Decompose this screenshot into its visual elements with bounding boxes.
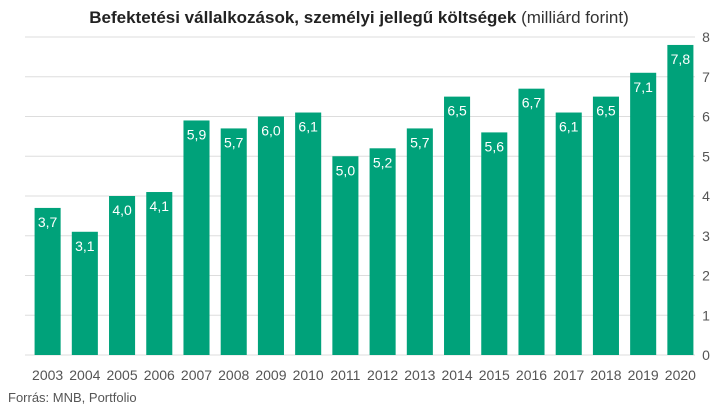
x-tick-label: 2013 <box>404 367 435 383</box>
bar <box>295 112 322 356</box>
bar <box>481 132 508 355</box>
x-tick-label: 2016 <box>516 367 547 383</box>
bar <box>332 156 359 355</box>
chart-title-main: Befektetési vállalkozások, személyi jell… <box>89 8 517 27</box>
data-label: 5,7 <box>224 134 244 150</box>
data-label: 6,5 <box>596 103 616 119</box>
bar <box>146 192 173 355</box>
bar <box>34 207 61 355</box>
y-tick-label: 5 <box>702 148 710 164</box>
source-note: Forrás: MNB, Portfolio <box>8 390 137 405</box>
y-tick-label: 6 <box>702 109 710 125</box>
x-tick-label: 2014 <box>441 367 472 383</box>
data-label: 6,1 <box>298 119 318 135</box>
data-label: 7,8 <box>671 51 691 67</box>
data-label: 4,1 <box>150 198 170 214</box>
x-tick-label: 2008 <box>218 367 249 383</box>
data-label: 5,2 <box>373 154 393 170</box>
x-tick-label: 2004 <box>69 367 100 383</box>
x-tick-label: 2020 <box>665 367 696 383</box>
data-label: 3,7 <box>38 214 58 230</box>
x-tick-label: 2011 <box>330 367 360 383</box>
x-tick-label: 2012 <box>367 367 398 383</box>
x-tick-label: 2019 <box>628 367 659 383</box>
bar <box>555 112 582 356</box>
data-label: 6,0 <box>261 123 281 139</box>
x-tick-label: 2018 <box>590 367 621 383</box>
x-tick-label: 2009 <box>255 367 286 383</box>
bar <box>220 128 247 355</box>
y-tick-label: 1 <box>702 307 710 323</box>
x-tick-label: 2017 <box>553 367 584 383</box>
data-label: 6,1 <box>559 119 579 135</box>
x-tick-label: 2010 <box>293 367 324 383</box>
y-tick-label: 0 <box>702 347 710 363</box>
data-label: 5,9 <box>187 126 207 142</box>
data-label: 4,0 <box>112 202 132 218</box>
bar <box>109 196 136 355</box>
chart-title-unit: (milliárd forint) <box>521 8 629 27</box>
bar <box>71 231 98 355</box>
data-label: 7,1 <box>633 79 653 95</box>
bar <box>518 88 545 356</box>
y-tick-label: 4 <box>702 188 710 204</box>
bar <box>592 96 619 355</box>
data-label: 5,0 <box>336 162 356 178</box>
bar <box>257 116 284 355</box>
x-tick-label: 2003 <box>32 367 63 383</box>
data-label: 6,5 <box>447 103 467 119</box>
x-tick-label: 2007 <box>181 367 212 383</box>
x-tick-label: 2005 <box>106 367 137 383</box>
data-label: 6,7 <box>522 95 542 111</box>
y-tick-label: 2 <box>702 268 710 284</box>
x-tick-label: 2015 <box>479 367 510 383</box>
data-label: 3,1 <box>75 238 95 254</box>
bar <box>667 44 694 355</box>
chart-title: Befektetési vállalkozások, személyi jell… <box>0 8 718 28</box>
y-tick-label: 3 <box>702 228 710 244</box>
y-tick-label: 7 <box>702 69 710 85</box>
bar <box>444 96 471 355</box>
bar <box>630 72 657 356</box>
bar <box>406 128 433 355</box>
bar <box>183 120 210 355</box>
x-tick-label: 2006 <box>144 367 175 383</box>
data-label: 5,7 <box>410 134 430 150</box>
y-tick-label: 8 <box>702 29 710 45</box>
bar <box>369 148 396 355</box>
data-label: 5,6 <box>485 138 505 154</box>
